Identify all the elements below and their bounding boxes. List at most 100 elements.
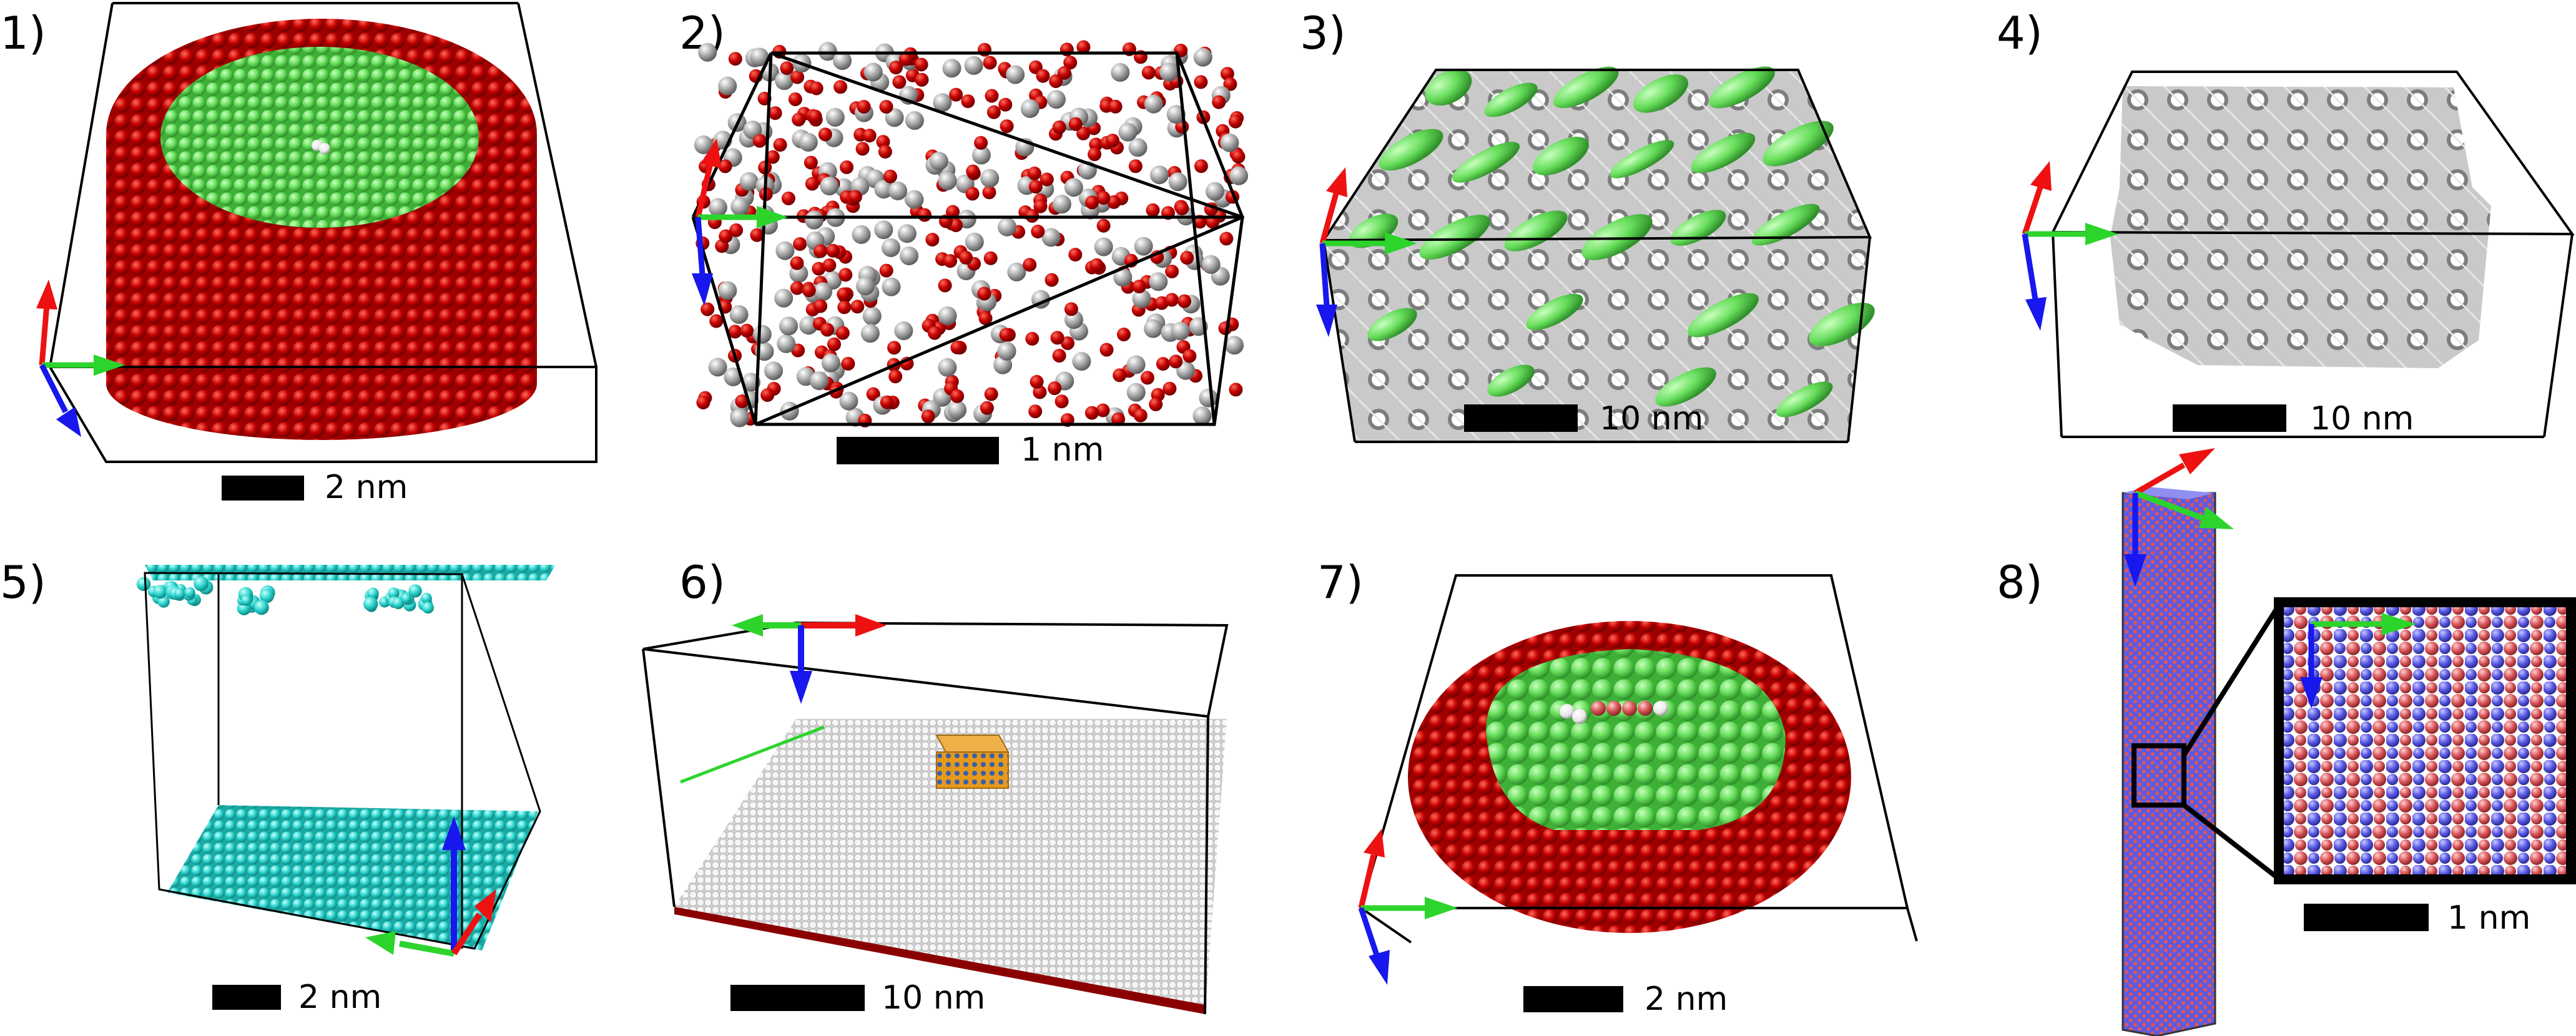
oxygen-atom — [805, 177, 819, 191]
oxygen-atom — [1030, 374, 1044, 389]
adsorbate-atom — [388, 587, 400, 599]
oxygen-atom — [750, 228, 764, 242]
oxygen-atom — [961, 94, 975, 109]
panel-2-scale-bar: 1 nm — [837, 431, 1104, 469]
oxygen-atom — [1165, 265, 1179, 278]
oxygen-atom — [889, 61, 903, 75]
metal-atom — [1041, 228, 1061, 247]
oxygen-atom — [1117, 327, 1131, 341]
oxygen-atom — [921, 409, 935, 424]
metal-atom — [998, 217, 1017, 237]
oxygen-atom — [1113, 368, 1127, 383]
oxygen-atom — [793, 237, 807, 251]
oxygen-atom — [978, 311, 993, 326]
adsorbate-atom — [174, 588, 185, 600]
oxygen-atom — [719, 229, 733, 243]
oxygen-atom — [790, 70, 805, 84]
oxygen-atom — [950, 340, 965, 354]
adsorbate-atom — [363, 597, 378, 612]
metal-atom — [1168, 172, 1187, 192]
oxygen-atom — [718, 159, 732, 173]
oxygen-atom — [918, 208, 932, 222]
metal-atom — [729, 305, 749, 324]
panel-4: 4) 10 nm — [1997, 7, 2575, 438]
panel-7-simulation-box — [1359, 574, 1918, 944]
oxygen-atom — [980, 401, 994, 415]
metal-surface-patch — [1581, 214, 1653, 260]
oxygen-atom — [808, 109, 822, 124]
adsorbed-molecule-atom — [1638, 701, 1653, 716]
panel-1: 1) 2 nm — [0, 2, 597, 506]
oxygen-atom — [1141, 66, 1156, 80]
metal-atom — [698, 42, 717, 62]
oxygen-atom — [999, 328, 1013, 342]
oxygen-atom — [1033, 385, 1047, 399]
panel-3: 3) 10 nm — [1300, 7, 1875, 443]
panel-2-atoms — [694, 40, 1249, 428]
metal-atom — [942, 59, 961, 78]
oxygen-atom — [1096, 218, 1111, 233]
metal-atom — [882, 238, 900, 257]
metal-atom — [810, 371, 828, 391]
oxygen-atom — [1169, 354, 1183, 369]
oxygen-atom — [1133, 408, 1148, 423]
adsorbate-atom — [153, 585, 167, 599]
metal-atom — [856, 276, 875, 296]
panel-7: 7) 2 nm — [1317, 556, 1918, 1018]
oxygen-atom — [1096, 191, 1111, 205]
oxygen-atom — [838, 268, 853, 282]
adsorbate-atom — [241, 595, 252, 606]
oxygen-atom — [1140, 371, 1154, 385]
oxygen-atom — [983, 251, 998, 265]
metal-atom — [750, 47, 769, 67]
adsorbed-molecule-atom — [1606, 701, 1621, 716]
metal-atom — [752, 325, 772, 344]
metal-atom — [777, 334, 796, 353]
oxygen-atom — [729, 223, 744, 237]
oxygen-atom — [760, 388, 775, 402]
oxygen-atom — [1068, 117, 1083, 131]
oxygen-atom — [892, 75, 907, 89]
panel-3-axis-triad — [1316, 167, 1417, 337]
oxygen-atom — [1229, 383, 1243, 397]
oxygen-atom — [1175, 202, 1189, 216]
oxygen-atom — [812, 261, 826, 276]
metal-surface-patch — [1776, 381, 1833, 418]
oxygen-atom — [959, 250, 973, 265]
panel-5-scale-bar: 2 nm — [212, 979, 381, 1016]
oxygen-atom — [1182, 349, 1197, 363]
metal-atom — [718, 281, 737, 300]
oxygen-atom — [883, 169, 897, 183]
metal-atom — [885, 108, 904, 127]
metal-atom — [724, 367, 743, 386]
oxygen-atom — [1033, 199, 1048, 213]
oxygen-atom — [1096, 403, 1110, 418]
panel-5-axis-triad — [365, 816, 496, 957]
oxygen-atom — [982, 185, 996, 200]
panel-6-scale-label: 10 nm — [882, 979, 985, 1017]
oxygen-atom — [1048, 381, 1062, 396]
oxygen-atom — [792, 112, 806, 127]
oxygen-atom — [1107, 195, 1121, 209]
metal-atom — [1193, 47, 1212, 67]
metal-atom — [1225, 336, 1244, 355]
oxygen-atom — [1031, 225, 1045, 238]
oxygen-atom — [814, 244, 828, 258]
metal-atom — [730, 408, 749, 428]
oxygen-atom — [833, 80, 848, 94]
oxygen-atom — [768, 106, 782, 120]
metal-atom — [1144, 319, 1163, 338]
oxygen-atom — [804, 155, 818, 170]
oxygen-atom — [878, 145, 892, 159]
panel-8: 8) 1 nm — [1997, 448, 2576, 1036]
oxygen-atom — [835, 326, 850, 340]
metal-atom — [1113, 268, 1133, 287]
oxygen-atom — [1108, 99, 1123, 114]
oxygen-atom — [1180, 251, 1194, 265]
oxygen-atom — [943, 254, 958, 268]
oxygen-atom — [728, 325, 742, 339]
metal-atom — [882, 277, 901, 296]
oxygen-atom — [899, 52, 913, 66]
metal-atom — [805, 210, 824, 230]
